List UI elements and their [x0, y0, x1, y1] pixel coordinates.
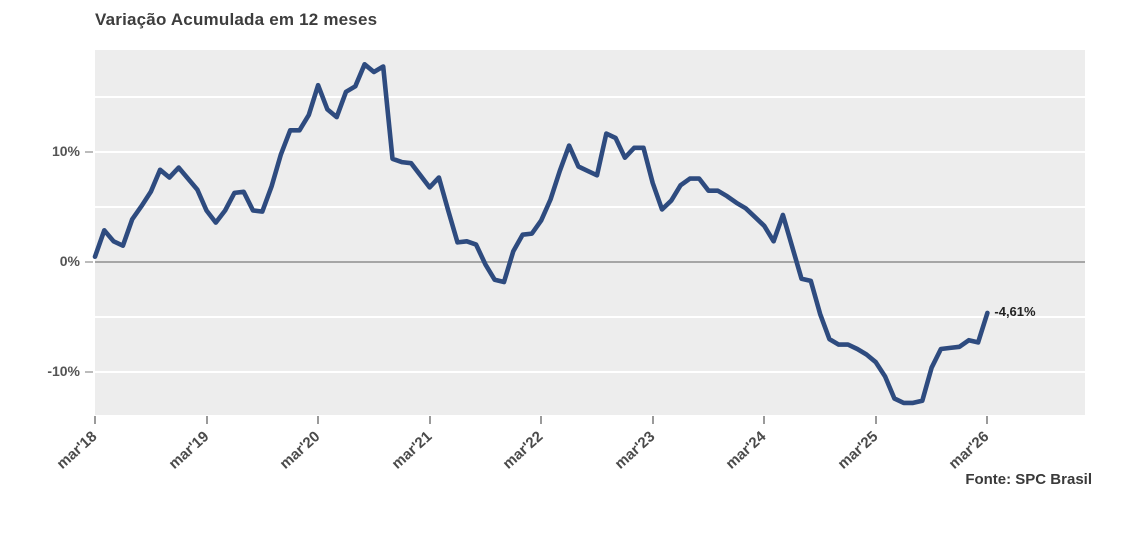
y-tick-label: 10%	[51, 143, 80, 160]
source-note: Fonte: SPC Brasil	[965, 471, 1092, 488]
y-tick-mark	[85, 261, 93, 264]
zero-line	[95, 261, 1085, 264]
gridline-15	[95, 96, 1085, 99]
x-tick-mark	[874, 416, 877, 424]
x-tick-label: mar'25	[834, 428, 882, 473]
x-tick-mark	[205, 416, 208, 424]
x-tick-label: mar'20	[276, 428, 324, 473]
y-tick-mark	[85, 151, 93, 154]
x-tick-mark	[540, 416, 543, 424]
last-value-label: -4,61%	[994, 303, 1036, 319]
plot-area	[95, 50, 1085, 415]
x-tick-mark	[651, 416, 654, 424]
x-tick-mark	[317, 416, 320, 424]
x-tick-label: mar'18	[53, 428, 101, 473]
x-tick-mark	[763, 416, 766, 424]
x-tick-label: mar'22	[499, 428, 547, 473]
x-tick-mark	[986, 416, 989, 424]
gridline-5	[95, 206, 1085, 209]
x-tick-mark	[428, 416, 431, 424]
x-tick-label: mar'19	[165, 428, 212, 473]
x-tick-label: mar'24	[722, 428, 770, 473]
y-tick-label: -10%	[47, 363, 80, 380]
x-tick-label: mar'21	[388, 428, 436, 473]
x-tick-label: mar'23	[611, 428, 659, 473]
gridline--5	[95, 316, 1085, 319]
y-tick-mark	[85, 371, 93, 374]
gridline-10	[95, 151, 1085, 154]
y-tick-label: 0%	[59, 253, 80, 270]
gridline--10	[95, 371, 1085, 374]
chart-title: Variação Acumulada em 12 meses	[95, 10, 378, 29]
x-tick-mark	[94, 416, 96, 424]
